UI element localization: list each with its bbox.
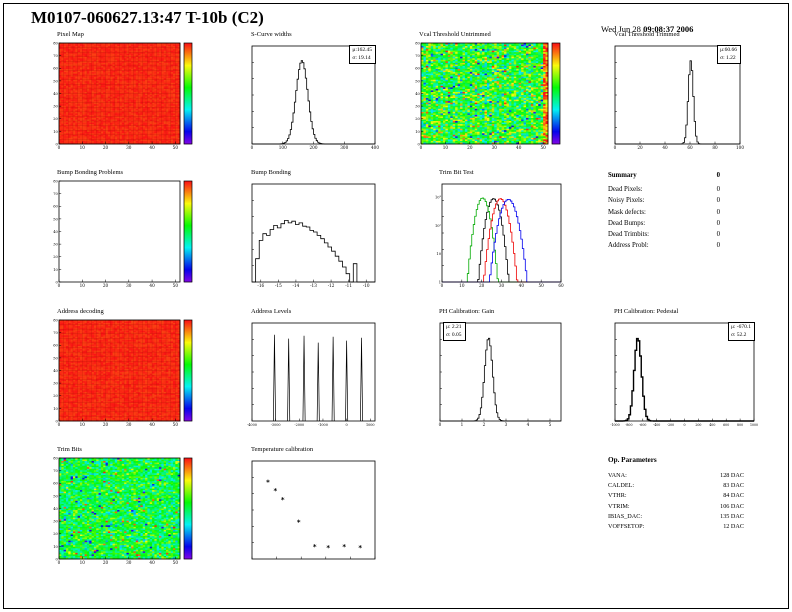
panel-vcal-threshold-untrimmed: Vcal Threshold Untrimmed [408,31,566,158]
panel-title: PH Calibration: Gain [439,308,495,315]
stats-mean: μ: 2.21 [446,324,462,330]
stats-mean: μ:162.45 [352,47,372,53]
panel-title: Address decoding [57,308,104,315]
panel-title: Temperature calibration [251,446,314,453]
summary-block: Summary 0 Dead Pixels: 0 Noisy Pixels: 0 M… [608,170,720,251]
summary-row-dead-bumps: Dead Bumps: 0 [608,219,720,227]
panel-vcal-threshold-trimmed: Vcal Threshold Trimmed μ:60.66 σ: 1.22 [603,31,745,158]
stats-sigma: σ: 1.22 [720,54,736,61]
panel-ph-calibration-gain: PH Calibration: Gain μ: 2.21 σ: 0.05 [428,308,566,435]
stats-sigma: σ: 19.14 [352,54,371,61]
stats-box: μ:162.45 σ: 19.14 [349,45,376,65]
trim-bits-canvas [46,455,198,573]
op-row-vtrim: VTRIM: 106 DAC [608,502,744,510]
panel-pixel-map: Pixel Map [46,31,198,158]
panel-title: Trim Bits [57,446,82,453]
bump-bonding-problems-canvas [46,178,198,296]
panel-title: Vcal Threshold Untrimmed [419,31,491,38]
address-decoding-canvas [46,317,198,435]
op-row-ibias-dac: IBIAS_DAC: 135 DAC [608,512,744,520]
pixel-map-canvas [46,40,198,158]
stats-box: μ:60.66 σ: 1.22 [717,45,741,65]
panel-bump-bonding-problems: Bump Bonding Problems [46,169,198,296]
panel-title: Address Levels [251,308,292,315]
stats-mean: μ: -670.1 [730,324,751,330]
stats-box: μ: -670.1 σ: 52.2 [727,322,755,342]
address-levels-canvas [240,317,380,435]
panel-title: Vcal Threshold Trimmed [614,31,680,38]
op-row-caldel: CALDEL: 83 DAC [608,482,744,490]
panel-trim-bits: Trim Bits [46,446,198,573]
panel-title: Bump Bonding [251,169,291,176]
vcal-threshold-untrimmed-canvas [408,40,566,158]
timestamp-date: Wed Jun 28 [601,24,644,34]
panel-ph-calibration-pedestal: PH Calibration: Pedestal μ: -670.1 σ: 52… [603,308,759,435]
page-title: M0107-060627.13:47 T-10b (C2) [31,8,264,27]
panel-temperature-calibration: Temperature calibration [240,446,380,573]
stats-mean: μ:60.66 [720,47,737,53]
panel-trim-bit-test: Trim Bit Test [428,169,566,296]
panel-title: PH Calibration: Pedestal [614,308,679,315]
summary-total: 0 [716,172,720,179]
panel-title: Bump Bonding Problems [57,169,124,176]
stats-box: μ: 2.21 σ: 0.05 [443,322,466,342]
op-parameters-block: Op. Parameters VANA: 128 DAC CALDEL: 83 DA… [608,456,744,532]
stats-sigma: σ: 0.05 [446,331,462,338]
temperature-calibration-canvas [240,455,380,573]
panel-address-decoding: Address decoding [46,308,198,435]
summary-row-dead-pixels: Dead Pixels: 0 [608,186,720,194]
timestamp-time: 09:08:37 2006 [643,24,694,34]
op-parameters-title: Op. Parameters [608,456,657,464]
summary-title: Summary [608,172,637,179]
op-row-vana: VANA: 128 DAC [608,472,744,479]
stats-sigma: σ: 52.2 [730,331,747,338]
trim-bit-test-canvas [428,178,566,296]
report-sheet: M0107-060627.13:47 T-10b (C2) Wed Jun 28… [3,3,789,609]
summary-row-noisy-pixels: Noisy Pixels: 0 [608,197,720,205]
op-row-voffsetop: VOFFSETOP: 12 DAC [608,523,744,531]
panel-title: Pixel Map [57,31,84,38]
panel-scurve-widths: S-Curve widths μ:162.45 σ: 19.14 [240,31,380,158]
op-row-vthr: VTHR: 84 DAC [608,492,744,500]
summary-row-address-probl: Address Probl: 0 [608,242,720,250]
panel-bump-bonding: Bump Bonding [240,169,380,296]
summary-row-dead-trimbits: Dead Trimbits: 0 [608,231,720,239]
panel-address-levels: Address Levels [240,308,380,435]
bump-bonding-canvas [240,178,380,296]
summary-row-mask-defects: Mask defects: 0 [608,208,720,216]
timestamp: Wed Jun 28 09:08:37 2006 [601,24,693,34]
panel-title: S-Curve widths [251,31,292,38]
panel-title: Trim Bit Test [439,169,474,176]
